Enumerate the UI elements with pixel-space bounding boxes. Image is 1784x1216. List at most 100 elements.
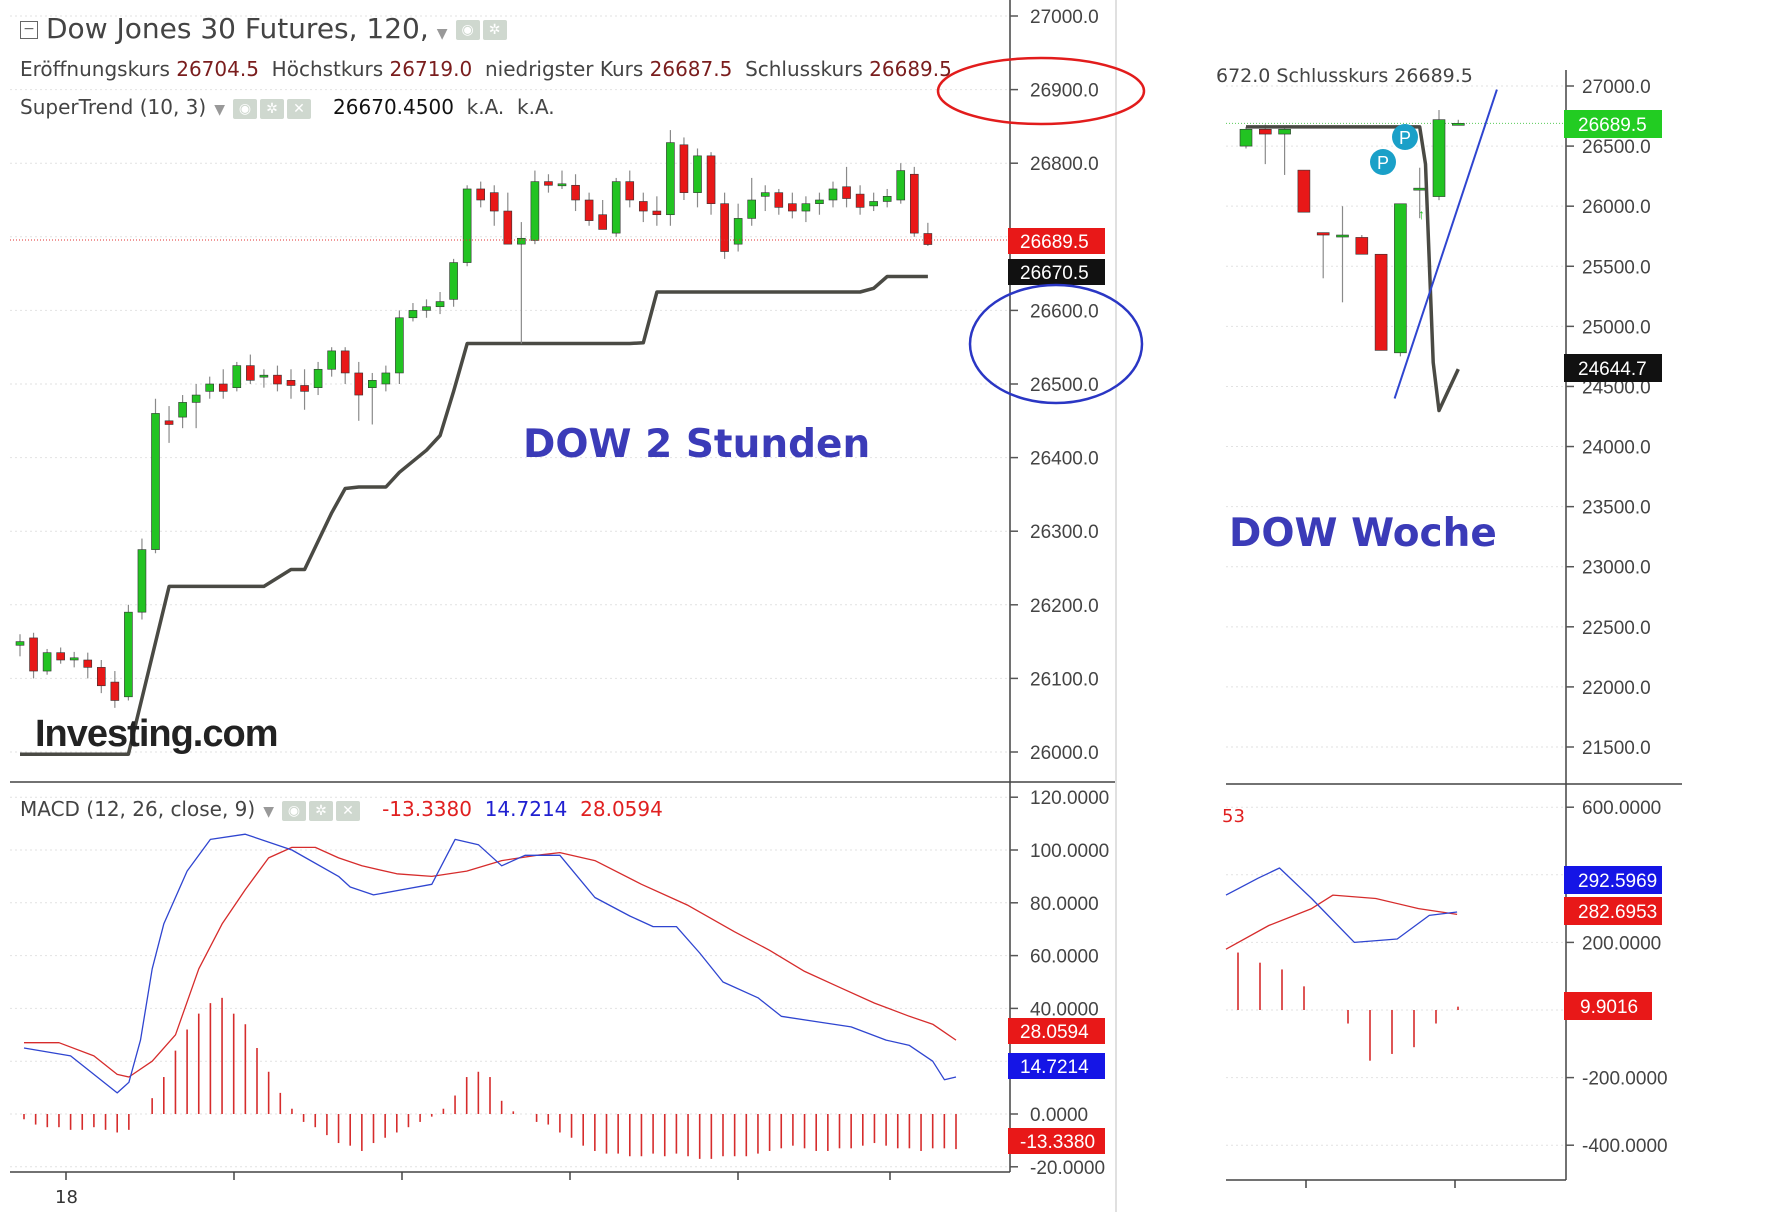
candle xyxy=(110,681,120,701)
candle xyxy=(408,310,418,319)
y-tick-label: 40.0000 xyxy=(1030,999,1099,1020)
signal-label-weekly: 282.6953 xyxy=(1564,897,1662,925)
chevron-down-icon[interactable]: ▼ xyxy=(436,26,448,42)
macd-lines-weekly xyxy=(1225,867,1458,950)
y-axis-weekly: 27000.0 26500.0 26000.0 25500.0 25000.0 24500… xyxy=(1566,77,1651,759)
candle xyxy=(503,210,513,245)
y-tick-label: 27000.0 xyxy=(1030,7,1099,28)
candle xyxy=(1297,169,1311,213)
y-tick-label: 26500.0 xyxy=(1030,375,1099,396)
candle xyxy=(1259,128,1272,135)
y-tick-label: 120.0000 xyxy=(1030,788,1109,809)
candle xyxy=(489,192,499,212)
macd-label-weekly: 292.5969 xyxy=(1564,866,1662,894)
candle xyxy=(530,181,540,241)
candle xyxy=(164,420,174,425)
macd-histogram-weekly xyxy=(1237,952,1459,1061)
candle xyxy=(760,192,770,197)
candle xyxy=(923,233,933,245)
candle xyxy=(178,402,187,418)
eye-icon[interactable]: ◉ xyxy=(232,98,257,119)
collapse-icon[interactable]: − xyxy=(20,21,38,39)
candle xyxy=(124,611,133,698)
svg-text:26670.5: 26670.5 xyxy=(1020,263,1089,284)
chart-title-2h: DOW 2 Stunden xyxy=(523,422,870,467)
chevron-down-icon[interactable]: ▼ xyxy=(263,804,274,820)
candle xyxy=(476,188,486,201)
supertrend-line xyxy=(1246,125,1460,413)
macd-legend: MACD (12, 26, close, 9) ▼ ◉ ✲ ✕ -13.3380 14.… xyxy=(20,797,663,821)
candle xyxy=(340,350,350,374)
candle xyxy=(300,385,309,392)
trendline xyxy=(1393,89,1498,399)
y-tick-label: 60.0000 xyxy=(1030,947,1099,968)
candle xyxy=(584,199,594,221)
close-icon[interactable]: ✕ xyxy=(286,98,311,119)
svg-text:26689.5: 26689.5 xyxy=(1020,232,1089,253)
candles-weekly xyxy=(1226,110,1660,357)
macd-histogram-2h xyxy=(23,997,957,1159)
close-icon[interactable]: ✕ xyxy=(335,800,360,821)
candle xyxy=(706,155,716,204)
y-tick-label: 22000.0 xyxy=(1582,678,1651,699)
candle xyxy=(869,201,878,207)
candle xyxy=(733,218,743,245)
candle xyxy=(842,186,851,199)
candle xyxy=(666,142,675,216)
candle xyxy=(449,262,458,300)
candle xyxy=(395,317,404,374)
high-label: Höchstkurs xyxy=(271,57,384,81)
candle xyxy=(1394,203,1407,354)
annotation-ellipse-bottom xyxy=(968,283,1144,405)
macd-label-2h: 14.7214 xyxy=(1008,1053,1105,1079)
y-tick-label: 24000.0 xyxy=(1582,438,1651,459)
candles-2h xyxy=(15,130,933,708)
macd-hist-value: -13.3380 xyxy=(382,797,472,821)
weekly-header-partial: 672.0 Schlusskurs 26689.5 xyxy=(1216,65,1473,87)
macd-line xyxy=(23,833,957,1094)
eye-icon[interactable]: ◉ xyxy=(281,800,306,821)
chevron-down-icon[interactable]: ▼ xyxy=(214,102,225,118)
chart-header: − Dow Jones 30 Futures, 120, ▼ ◉ ✲ xyxy=(20,12,510,45)
y-tick-label: 25000.0 xyxy=(1582,317,1651,338)
candle xyxy=(801,203,811,212)
y-tick-label: -20.0000 xyxy=(1030,1158,1105,1179)
y-axis-macd-weekly: 600.0000400.0000200.00000.0000-200.0000-… xyxy=(1566,798,1668,1157)
open-value: 26704.5 xyxy=(176,57,259,81)
y-axis-2h: 27000.026900.026800.026700.026600.026500… xyxy=(1010,7,1099,764)
svg-text:9.9016: 9.9016 xyxy=(1580,997,1638,1018)
supertrend-label-weekly: 24644.7 xyxy=(1564,354,1662,382)
y-tick-label: 21500.0 xyxy=(1582,738,1651,759)
y-tick-label: 26100.0 xyxy=(1030,669,1099,690)
hist-label-weekly: 9.9016 xyxy=(1564,992,1652,1020)
svg-text:-13.3380: -13.3380 xyxy=(1020,1132,1095,1153)
close-value: 26689.5 xyxy=(869,57,952,81)
candle xyxy=(638,201,648,212)
candle xyxy=(774,192,784,208)
y-tick-label: 23000.0 xyxy=(1582,558,1651,579)
y-tick-label: 26600.0 xyxy=(1030,301,1099,322)
candle xyxy=(815,199,824,204)
candle xyxy=(69,657,79,661)
y-tick-label: 26000.0 xyxy=(1030,743,1099,764)
weekly-macd-legend-partial: 53 xyxy=(1222,806,1245,827)
investing-logo: Investing.com xyxy=(35,713,278,755)
gear-icon[interactable]: ✲ xyxy=(308,800,333,821)
gear-icon[interactable]: ✲ xyxy=(259,98,284,119)
y-tick-label: 26300.0 xyxy=(1030,522,1099,543)
candle xyxy=(625,181,635,201)
pivot-marker: P xyxy=(1370,149,1396,175)
candle xyxy=(1413,187,1426,191)
trendline-weekly xyxy=(1393,89,1498,399)
ohlc-legend: Eröffnungskurs 26704.5 Höchstkurs 26719.… xyxy=(20,57,952,81)
gear-icon[interactable]: ✲ xyxy=(482,20,507,40)
eye-icon[interactable]: ◉ xyxy=(455,20,480,40)
y-tick-label: 23500.0 xyxy=(1582,498,1651,519)
svg-text:282.6953: 282.6953 xyxy=(1578,902,1657,923)
supertrend-label-2h: 26670.5 xyxy=(1008,259,1105,285)
open-label: Eröffnungskurs xyxy=(20,57,170,81)
low-label: niedrigster Kurs xyxy=(484,57,644,81)
candle xyxy=(788,203,797,212)
y-tick-label: 27000.0 xyxy=(1582,77,1651,98)
candle xyxy=(1278,128,1291,135)
